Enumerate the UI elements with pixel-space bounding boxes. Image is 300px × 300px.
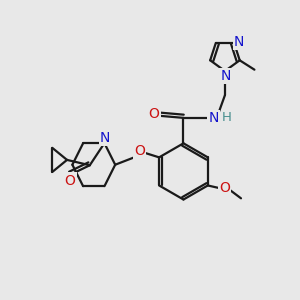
Text: N: N [220, 69, 231, 83]
Text: O: O [219, 181, 230, 195]
Text: O: O [134, 145, 145, 158]
Text: O: O [148, 107, 160, 122]
Text: H: H [222, 111, 232, 124]
Text: N: N [100, 131, 110, 145]
Text: O: O [64, 173, 75, 188]
Text: N: N [208, 111, 219, 125]
Text: N: N [234, 34, 244, 49]
